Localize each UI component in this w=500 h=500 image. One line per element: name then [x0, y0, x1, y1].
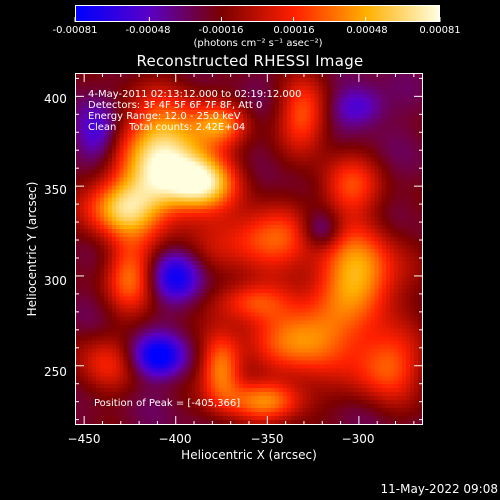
x-axis-label: Heliocentric X (arcsec)	[181, 448, 317, 462]
y-tick-label: 250	[44, 365, 67, 379]
colorbar	[75, 5, 440, 22]
colorbar-tick-label: 0.00016	[273, 25, 315, 36]
colorbar-units: (photons cm⁻² s⁻¹ asec⁻²)	[193, 38, 323, 49]
detectors-label: Detectors: 3F 4F 5F 6F 7F 8F, Att 0	[88, 100, 263, 111]
colorbar-tick-label: -0.00016	[198, 25, 244, 36]
date-stamp: 11-May-2022 09:08	[380, 482, 498, 496]
colorbar-tick-label: -0.00081	[52, 25, 98, 36]
colorbar-tick-label: 0.00081	[419, 25, 461, 36]
y-tick-label: 400	[44, 92, 67, 106]
x-tick-label: −300	[341, 432, 375, 446]
y-tick-label: 350	[44, 183, 67, 197]
x-tick-label: −350	[250, 432, 284, 446]
peak-position-label: Position of Peak = [-405,366]	[94, 398, 241, 409]
plot-title: Reconstructed RHESSI Image	[136, 52, 364, 70]
heatmap-image	[76, 74, 422, 424]
clean-counts-label: Clean Total counts: 2.42E+04	[88, 122, 246, 133]
plot-area: 4-May-2011 02:13:12.000 to 02:19:12.000 …	[75, 73, 423, 425]
energy-range-label: Energy Range: 12.0 - 25.0 keV	[88, 111, 241, 122]
y-axis-label: Heliocentric Y (arcsec)	[25, 181, 39, 317]
colorbar-tick-label: 0.00048	[346, 25, 388, 36]
time-range-label: 4-May-2011 02:13:12.000 to 02:19:12.000	[88, 89, 302, 100]
y-tick-label: 300	[44, 274, 67, 288]
x-tick-label: −450	[67, 432, 101, 446]
colorbar-tick-label: -0.00048	[125, 25, 171, 36]
x-tick-label: −400	[158, 432, 192, 446]
